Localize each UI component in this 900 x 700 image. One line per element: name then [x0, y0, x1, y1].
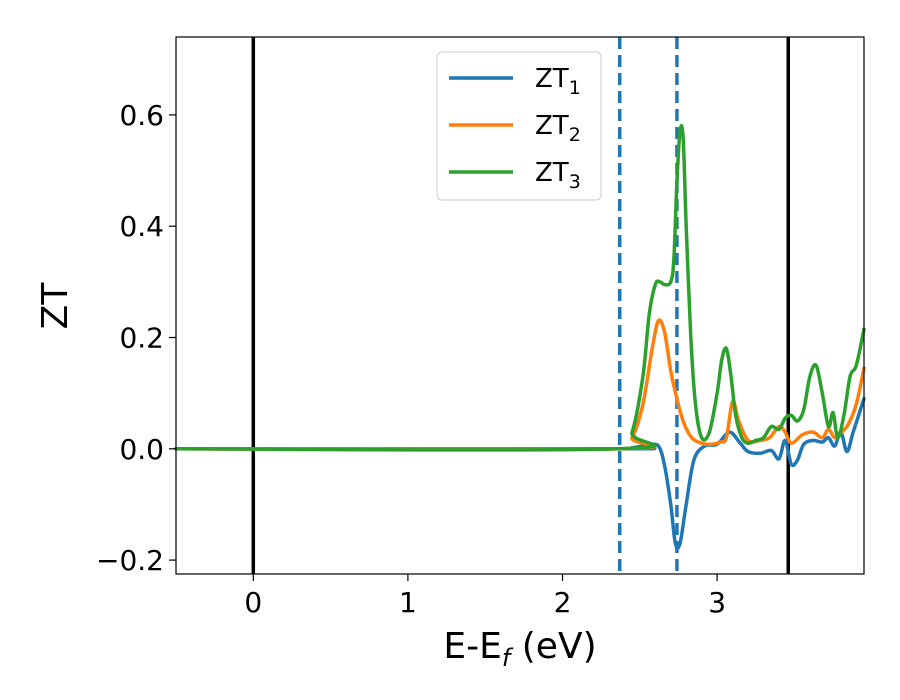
y-tick-label: −0.2 — [96, 544, 164, 577]
plot-frame — [175, 36, 865, 575]
legend: ZT1 ZT2 ZT3 — [436, 51, 602, 201]
y-tick-label: 0.2 — [119, 321, 164, 354]
reference-lines — [251, 37, 790, 574]
y-tick-label: 0.4 — [119, 210, 164, 243]
x-tick-label: 0 — [244, 586, 262, 619]
series-line-zt2 — [174, 318, 866, 452]
legend-frame — [436, 51, 602, 201]
legend-label-zt2: ZT2 — [535, 111, 581, 146]
x-tick-label: 1 — [399, 586, 417, 619]
legend-label-zt1: ZT1 — [535, 64, 581, 99]
x-axis-label: E-Ef (eV) — [443, 626, 596, 672]
x-tick-label: 3 — [708, 586, 726, 619]
y-axis-label: ZT — [35, 282, 76, 330]
series-group — [174, 123, 866, 551]
y-tick-label: 0.0 — [119, 433, 164, 466]
x-axis: 0 1 2 3 — [244, 574, 726, 619]
series-line-zt3 — [174, 123, 866, 452]
legend-label-zt3: ZT3 — [535, 158, 581, 193]
x-tick-label: 2 — [554, 586, 572, 619]
y-axis: −0.2 0.0 0.2 0.4 0.6 — [96, 99, 176, 577]
y-tick-label: 0.6 — [119, 99, 164, 132]
